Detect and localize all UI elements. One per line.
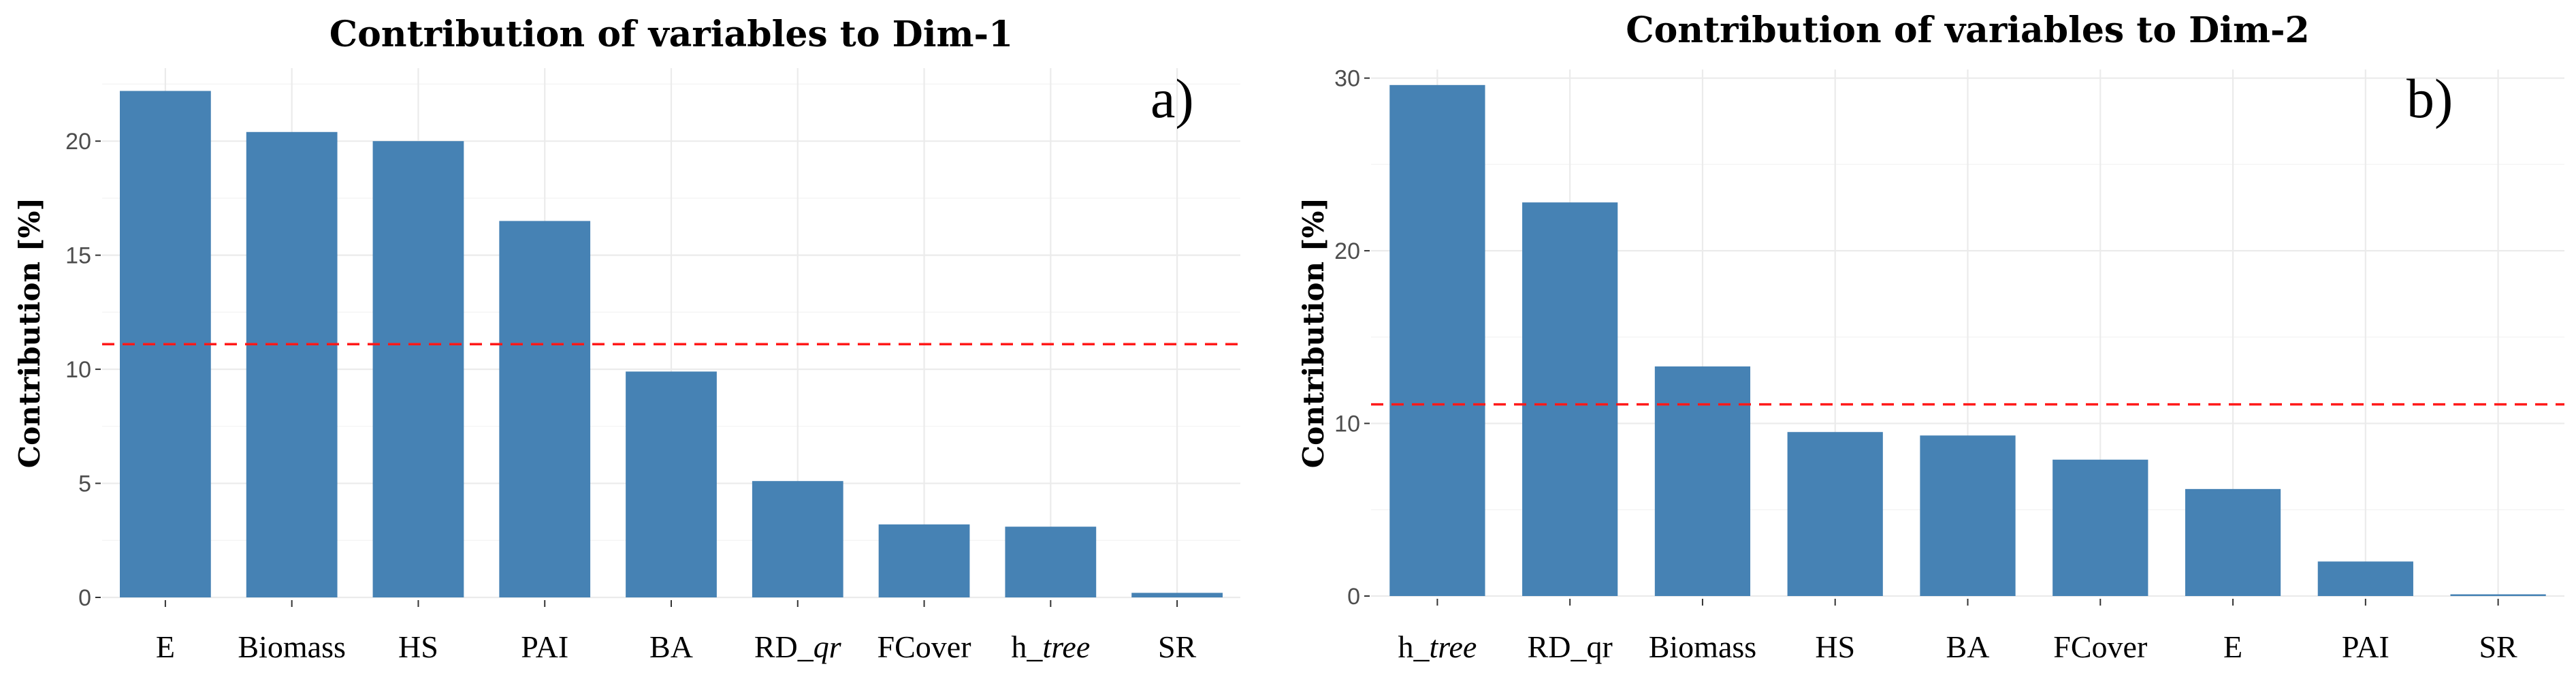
y-tick-label: 20 [65,129,91,155]
chart-title: Contribution of variables to Dim-2 [1626,10,2310,51]
x-tick-label: SR [1158,629,1197,664]
bar-rd-qr [752,481,843,597]
x-tick-label: PAI [521,629,568,664]
chart-title: Contribution of variables to Dim-1 [329,14,1014,55]
x-tick-label: PAI [2342,629,2389,664]
bar-e [2185,488,2281,596]
chart-panel-b: 0 10 20 30 h_tree RD_qr Biomass HS BA FCover E PAI S… [1288,0,2576,688]
y-tick-label: 15 [65,243,91,269]
y-tick-label: 20 [1334,238,1360,264]
chart-panel-a: 0 5 10 15 20 E Biomass HS PAI BA RD_qr FCover h_tree… [13,14,1240,664]
y-tick-label: 10 [1334,411,1360,437]
y-tick-label: 30 [1334,66,1360,92]
x-tick-label: E [2223,629,2242,664]
bar-fcover [2052,459,2148,596]
bar-hs [1787,432,1883,596]
x-tick-label: FCover [2053,629,2147,664]
x-tick-label: RD_qr [1528,629,1613,664]
x-tick-label: FCover [878,629,971,664]
bar-sr [2450,594,2546,596]
x-tick-label: h_tree [1398,629,1477,664]
bar-fcover [878,524,970,597]
bar-ba [626,371,717,597]
bar-rd-qr [1522,202,1618,596]
chart-a-svg: 0 5 10 15 20 E Biomass HS PAI BA RD_qr FCover h_tree… [13,14,1240,664]
x-tick-label: HS [398,629,438,664]
x-tick-label: SR [2479,629,2517,664]
chart-b-svg: 0 10 20 30 h_tree RD_qr Biomass HS BA FCover E PAI S… [1297,10,2564,664]
y-axis-label: Contribution [%] [1297,198,1330,469]
y-tick-label: 0 [1347,584,1360,610]
bar-pai [2317,561,2413,596]
x-tick-label: h_tree [1011,629,1090,664]
bar-hs [372,141,464,597]
x-tick-label: BA [1946,629,1990,664]
bar-pai [499,221,591,598]
x-tick-label: Biomass [238,629,345,664]
y-tick-label: 5 [78,471,91,497]
panel-label: b) [2406,67,2453,129]
bar-sr [1131,593,1223,597]
bar-biomass [246,131,338,597]
bar-biomass [1654,366,1751,596]
y-tick-label: 10 [65,357,91,383]
x-tick-label: BA [649,629,693,664]
bar-h-tree [1005,527,1097,597]
bar-ba [1920,435,2016,596]
x-tick-label: HS [1815,629,1855,664]
x-tick-label: RD_qr [754,629,842,664]
x-tick-label: E [156,629,175,664]
x-tick-label: Biomass [1649,629,1756,664]
bar-h-tree [1389,84,1485,597]
y-tick-label: 0 [78,585,91,611]
panel-label: a) [1150,67,1194,129]
y-axis-label: Contribution [%] [13,198,46,469]
